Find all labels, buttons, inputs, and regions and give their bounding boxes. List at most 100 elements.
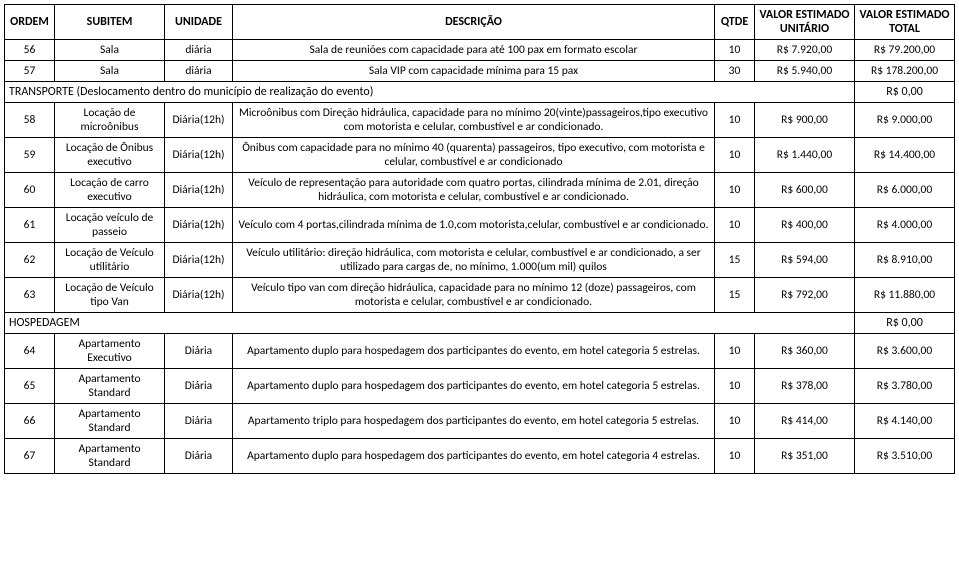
- table-row: 57SaladiáriaSala VIP com capacidade míni…: [5, 61, 955, 82]
- table-row: 56SaladiáriaSala de reuniões com capacid…: [5, 40, 955, 61]
- cell-subitem: Locação de microônibus: [55, 103, 165, 138]
- table-row: 59Locação de Ônibus executivoDiária(12h)…: [5, 138, 955, 173]
- cell-ordem: 60: [5, 173, 55, 208]
- cell-subitem: Apartamento Standard: [55, 439, 165, 474]
- cell-qtde: 15: [715, 243, 755, 278]
- cell-unidade: Diária(12h): [165, 243, 233, 278]
- cell-qtde: 10: [715, 173, 755, 208]
- section-total: R$ 0,00: [855, 82, 955, 103]
- cell-descricao: Apartamento duplo para hospedagem dos pa…: [233, 439, 715, 474]
- table-body: 56SaladiáriaSala de reuniões com capacid…: [5, 40, 955, 474]
- cell-valor-unit: R$ 900,00: [755, 103, 855, 138]
- cell-valor-total: R$ 11.880,00: [855, 278, 955, 313]
- cell-valor-unit: R$ 7.920,00: [755, 40, 855, 61]
- cell-ordem: 63: [5, 278, 55, 313]
- cell-descricao: Sala de reuniões com capacidade para até…: [233, 40, 715, 61]
- cell-unidade: Diária(12h): [165, 138, 233, 173]
- cell-subitem: Locação de carro executivo: [55, 173, 165, 208]
- table-row: 62Locação de Veículo utilitárioDiária(12…: [5, 243, 955, 278]
- cell-descricao: Microônibus com Direção hidráulica, capa…: [233, 103, 715, 138]
- table-row: 66Apartamento StandardDiáriaApartamento …: [5, 404, 955, 439]
- cell-ordem: 56: [5, 40, 55, 61]
- table-row: 63Locação de Veículo tipo VanDiária(12h)…: [5, 278, 955, 313]
- cell-unidade: Diária: [165, 404, 233, 439]
- cell-subitem: Locação veículo de passeio: [55, 208, 165, 243]
- cell-descricao: Apartamento triplo para hospedagem dos p…: [233, 404, 715, 439]
- cell-valor-unit: R$ 400,00: [755, 208, 855, 243]
- cell-valor-total: R$ 8.910,00: [855, 243, 955, 278]
- cell-valor-unit: R$ 5.940,00: [755, 61, 855, 82]
- cell-valor-unit: R$ 792,00: [755, 278, 855, 313]
- cell-subitem: Locação de Veículo tipo Van: [55, 278, 165, 313]
- cell-valor-total: R$ 3.510,00: [855, 439, 955, 474]
- header-unidade: UNIDADE: [165, 5, 233, 40]
- table-row: 65Apartamento StandardDiáriaApartamento …: [5, 369, 955, 404]
- cell-ordem: 66: [5, 404, 55, 439]
- table-row: HOSPEDAGEMR$ 0,00: [5, 313, 955, 334]
- table-row: 60Locação de carro executivoDiária(12h)V…: [5, 173, 955, 208]
- cell-valor-unit: R$ 1.440,00: [755, 138, 855, 173]
- cell-valor-total: R$ 4.000,00: [855, 208, 955, 243]
- cell-valor-unit: R$ 360,00: [755, 334, 855, 369]
- table-row: 58Locação de microônibusDiária(12h)Micro…: [5, 103, 955, 138]
- cell-unidade: Diária(12h): [165, 208, 233, 243]
- cell-valor-total: R$ 3.600,00: [855, 334, 955, 369]
- cell-descricao: Veículo de representação para autoridade…: [233, 173, 715, 208]
- cell-subitem: Sala: [55, 61, 165, 82]
- section-label: HOSPEDAGEM: [5, 313, 855, 334]
- cell-qtde: 10: [715, 103, 755, 138]
- cell-descricao: Veículo com 4 portas,cilindrada mínima d…: [233, 208, 715, 243]
- table-row: 67Apartamento StandardDiáriaApartamento …: [5, 439, 955, 474]
- cell-valor-total: R$ 178.200,00: [855, 61, 955, 82]
- section-total: R$ 0,00: [855, 313, 955, 334]
- header-descricao: DESCRIÇÃO: [233, 5, 715, 40]
- cell-unidade: diária: [165, 40, 233, 61]
- cell-qtde: 10: [715, 208, 755, 243]
- cell-valor-unit: R$ 594,00: [755, 243, 855, 278]
- cell-ordem: 65: [5, 369, 55, 404]
- cell-ordem: 61: [5, 208, 55, 243]
- cell-subitem: Locação de Veículo utilitário: [55, 243, 165, 278]
- cell-descricao: Sala VIP com capacidade mínima para 15 p…: [233, 61, 715, 82]
- cell-unidade: Diária: [165, 334, 233, 369]
- cell-valor-total: R$ 3.780,00: [855, 369, 955, 404]
- cell-valor-total: R$ 9.000,00: [855, 103, 955, 138]
- cell-valor-total: R$ 4.140,00: [855, 404, 955, 439]
- cell-unidade: Diária(12h): [165, 103, 233, 138]
- header-row: ORDEM SUBITEM UNIDADE DESCRIÇÃO QTDE VAL…: [5, 5, 955, 40]
- cell-subitem: Sala: [55, 40, 165, 61]
- cell-valor-unit: R$ 414,00: [755, 404, 855, 439]
- cell-ordem: 64: [5, 334, 55, 369]
- cell-ordem: 59: [5, 138, 55, 173]
- cell-qtde: 30: [715, 61, 755, 82]
- cell-descricao: Veículo utilitário: direção hidráulica, …: [233, 243, 715, 278]
- header-ordem: ORDEM: [5, 5, 55, 40]
- cell-qtde: 10: [715, 439, 755, 474]
- cell-descricao: Ônibus com capacidade para no mínimo 40 …: [233, 138, 715, 173]
- table-row: 61Locação veículo de passeioDiária(12h)V…: [5, 208, 955, 243]
- table-row: TRANSPORTE (Deslocamento dentro do munic…: [5, 82, 955, 103]
- cell-qtde: 10: [715, 404, 755, 439]
- cell-descricao: Apartamento duplo para hospedagem dos pa…: [233, 369, 715, 404]
- cell-subitem: Locação de Ônibus executivo: [55, 138, 165, 173]
- cell-qtde: 10: [715, 40, 755, 61]
- cell-unidade: Diária(12h): [165, 278, 233, 313]
- pricing-table: ORDEM SUBITEM UNIDADE DESCRIÇÃO QTDE VAL…: [4, 4, 955, 474]
- cell-descricao: Apartamento duplo para hospedagem dos pa…: [233, 334, 715, 369]
- cell-subitem: Apartamento Standard: [55, 369, 165, 404]
- cell-valor-unit: R$ 351,00: [755, 439, 855, 474]
- cell-subitem: Apartamento Standard: [55, 404, 165, 439]
- cell-valor-total: R$ 79.200,00: [855, 40, 955, 61]
- cell-descricao: Veículo tipo van com direção hidráulica,…: [233, 278, 715, 313]
- section-label: TRANSPORTE (Deslocamento dentro do munic…: [5, 82, 855, 103]
- cell-qtde: 10: [715, 369, 755, 404]
- cell-unidade: diária: [165, 61, 233, 82]
- header-valor-total: VALOR ESTIMADO TOTAL: [855, 5, 955, 40]
- cell-unidade: Diária: [165, 439, 233, 474]
- cell-valor-total: R$ 14.400,00: [855, 138, 955, 173]
- cell-ordem: 58: [5, 103, 55, 138]
- cell-qtde: 10: [715, 138, 755, 173]
- cell-qtde: 15: [715, 278, 755, 313]
- cell-ordem: 62: [5, 243, 55, 278]
- cell-unidade: Diária: [165, 369, 233, 404]
